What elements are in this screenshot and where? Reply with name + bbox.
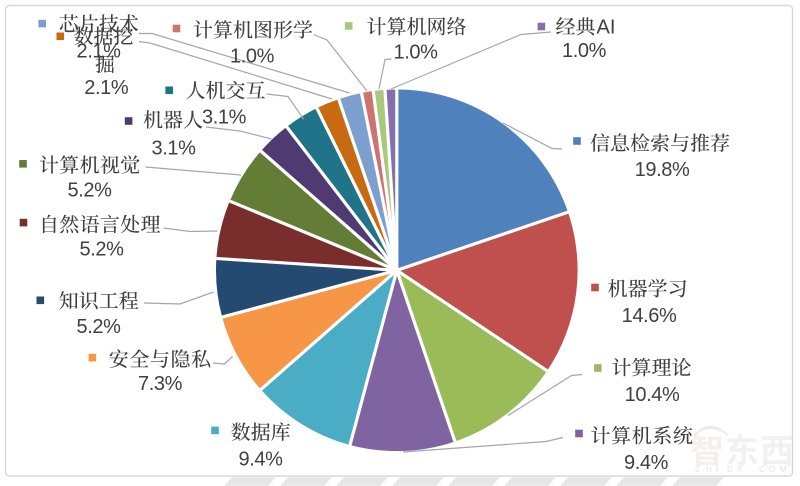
svg-text:3.1%: 3.1%: [202, 107, 247, 129]
svg-text:I: I: [716, 465, 718, 474]
svg-text:1.0%: 1.0%: [394, 42, 439, 64]
svg-text:H: H: [706, 465, 712, 474]
svg-text:7.3%: 7.3%: [138, 373, 183, 395]
svg-text:C: C: [759, 465, 765, 474]
svg-text:O: O: [769, 465, 775, 474]
svg-text:.: .: [748, 465, 750, 474]
svg-text:D: D: [727, 465, 733, 474]
svg-text:3.1%: 3.1%: [152, 138, 197, 160]
svg-text:X: X: [737, 465, 743, 474]
svg-text:5.2%: 5.2%: [77, 316, 122, 338]
svg-text:1.0%: 1.0%: [562, 40, 607, 62]
svg-text:14.6%: 14.6%: [622, 305, 677, 327]
svg-text:1.0%: 1.0%: [230, 45, 275, 67]
svg-text:Z: Z: [695, 465, 700, 474]
svg-text:10.4%: 10.4%: [625, 384, 680, 406]
svg-text:AI: AI: [597, 17, 616, 39]
svg-text:M: M: [780, 465, 787, 474]
svg-text:5.2%: 5.2%: [68, 180, 113, 202]
svg-text:2.1%: 2.1%: [77, 40, 122, 62]
svg-text:2.1%: 2.1%: [84, 77, 129, 99]
svg-text:19.8%: 19.8%: [635, 159, 690, 181]
svg-text:9.4%: 9.4%: [239, 448, 284, 470]
svg-text:5.2%: 5.2%: [80, 239, 125, 261]
svg-text:9.4%: 9.4%: [624, 452, 669, 474]
